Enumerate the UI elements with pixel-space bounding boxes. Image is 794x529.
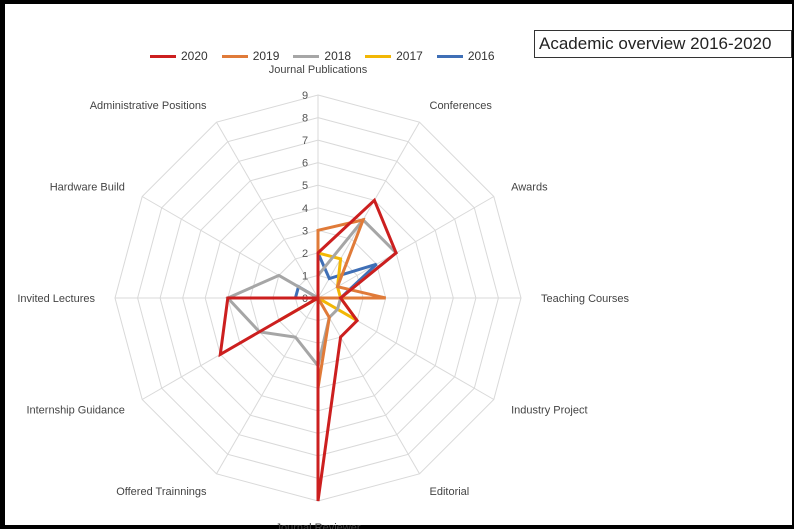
- tick-label: 8: [302, 113, 308, 125]
- tick-label: 3: [302, 225, 308, 237]
- legend-swatch: [365, 54, 392, 58]
- grid-spoke: [216, 297, 319, 475]
- axis-label: Hardware Build: [50, 182, 125, 194]
- chart-title: Academic overview 2016-2020: [534, 30, 792, 58]
- legend-item-2018: 2018: [293, 49, 351, 63]
- axis-label: Teaching Courses: [541, 293, 630, 305]
- legend-swatch: [221, 54, 248, 58]
- grid-spoke: [317, 196, 495, 299]
- legend: 2020 2019 2018 2017 2016: [150, 46, 509, 66]
- series-line-2018: [225, 217, 399, 370]
- axis-label: Conferences: [430, 100, 493, 112]
- legend-label: 2016: [467, 49, 495, 63]
- tick-label: 9: [302, 90, 308, 102]
- tick-label: 4: [302, 203, 308, 215]
- legend-label: 2019: [252, 49, 280, 63]
- legend-swatch: [293, 54, 320, 58]
- tick-label: 6: [302, 158, 308, 170]
- tick-label: 5: [302, 180, 308, 192]
- axis-label: Internship Guidance: [26, 405, 124, 417]
- legend-label: 2017: [396, 49, 423, 63]
- axis-label: Invited Lectures: [17, 293, 95, 305]
- axis-label: Awards: [511, 182, 548, 194]
- legend-item-2019: 2019: [221, 49, 280, 63]
- axis-label: Industry Project: [511, 405, 587, 417]
- tick-label: 2: [302, 248, 308, 260]
- legend-label: 2018: [324, 49, 352, 63]
- legend-swatch: [436, 54, 463, 58]
- legend-swatch: [150, 54, 176, 58]
- grid-spoke: [216, 121, 319, 299]
- axis-label: Offered Trainnings: [116, 486, 207, 498]
- legend-item-2017: 2017: [365, 49, 423, 63]
- legend-item-2016: 2016: [436, 49, 495, 63]
- grid-spoke: [317, 297, 420, 475]
- tick-label: 7: [302, 135, 308, 147]
- series-line-2020: [218, 197, 398, 502]
- grid-spoke: [317, 121, 420, 299]
- series-line-2019: [278, 217, 387, 389]
- axis-label: Editorial: [430, 486, 470, 498]
- axis-label: Journal Publications: [269, 64, 368, 76]
- legend-item-2020: 2020: [150, 49, 208, 63]
- axis-label: Journal Reviewer: [276, 522, 361, 529]
- legend-label: 2020: [181, 49, 208, 63]
- axis-label: Administrative Positions: [90, 100, 207, 112]
- tick-label: 1: [302, 270, 308, 282]
